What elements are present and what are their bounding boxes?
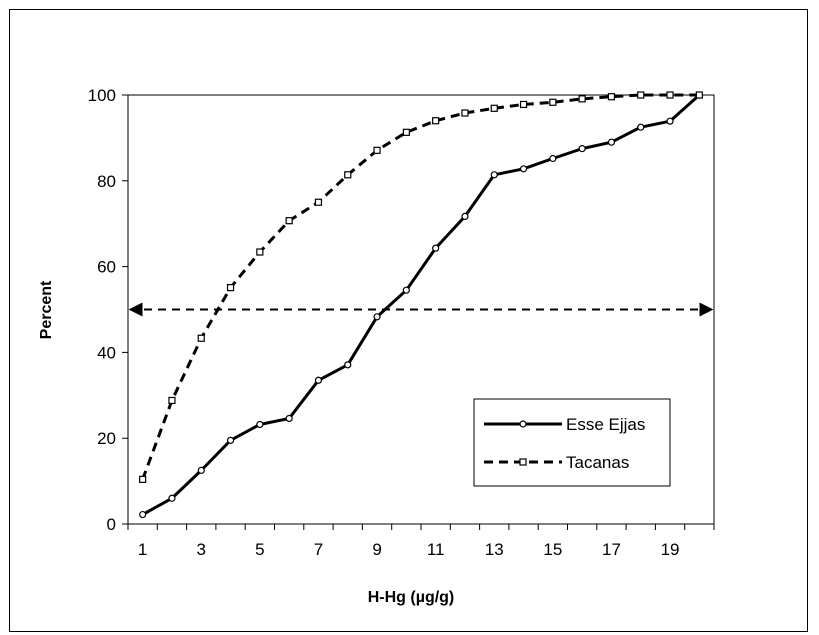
x-axis-label: H-Hg (µg/g) (368, 589, 455, 606)
x-tick-label: 15 (543, 540, 562, 559)
data-point-tacanas (285, 217, 293, 225)
y-tick-label: 0 (107, 515, 116, 534)
data-point-esse-ejjas (285, 414, 293, 423)
chart-frame (9, 9, 808, 632)
data-point-tacanas (226, 284, 235, 292)
data-point-esse-ejjas (256, 420, 264, 429)
data-point-tacanas (402, 128, 410, 136)
data-point-tacanas (432, 117, 440, 125)
x-tick-label: 17 (602, 540, 621, 559)
legend: Esse Ejjas Tacanas (473, 398, 671, 487)
data-point-esse-ejjas (549, 154, 557, 163)
data-point-tacanas (168, 396, 176, 405)
data-point-esse-ejjas (226, 436, 235, 444)
data-point-esse-ejjas (344, 361, 352, 369)
data-point-esse-ejjas (373, 313, 381, 321)
series-group (139, 91, 703, 519)
x-tick-label: 13 (485, 540, 504, 559)
data-point-tacanas (695, 91, 703, 99)
y-axis-label: Percent (38, 280, 55, 339)
x-tick-label: 9 (372, 540, 381, 559)
data-point-tacanas (197, 334, 205, 342)
data-point-esse-ejjas (314, 376, 323, 384)
data-point-esse-ejjas (490, 171, 498, 179)
y-tick-label: 20 (97, 429, 116, 448)
x-tick-label: 5 (255, 540, 264, 559)
legend-marker-esse-ejjas (519, 420, 527, 428)
data-point-esse-ejjas (519, 165, 528, 173)
data-point-esse-ejjas (139, 510, 147, 519)
series-line-esse-ejjas (141, 93, 701, 516)
data-point-esse-ejjas (432, 244, 440, 252)
series-line-tacanas (141, 93, 700, 480)
x-tick-label: 7 (314, 540, 323, 559)
data-point-tacanas (549, 98, 557, 106)
legend-label-esse-ejjas: Esse Ejjas (566, 415, 645, 434)
data-point-esse-ejjas (666, 117, 674, 125)
data-point-tacanas (637, 91, 645, 99)
data-point-tacanas (314, 198, 323, 206)
x-tick-label: 19 (661, 540, 680, 559)
data-point-tacanas (578, 95, 586, 103)
data-point-tacanas (373, 146, 381, 154)
x-tick-label: 3 (197, 540, 206, 559)
data-point-tacanas (490, 104, 498, 112)
axes (122, 94, 715, 530)
data-point-esse-ejjas (402, 286, 410, 294)
legend-label-tacanas: Tacanas (566, 453, 629, 472)
data-point-esse-ejjas (578, 145, 586, 153)
x-tick-label: 11 (427, 540, 445, 559)
y-tick-label: 60 (97, 258, 116, 277)
data-point-tacanas (666, 91, 674, 99)
data-point-tacanas (139, 475, 147, 483)
data-point-esse-ejjas (168, 494, 176, 502)
data-point-tacanas (607, 93, 616, 101)
y-tick-label: 100 (88, 86, 116, 105)
legend-marker-tacanas (519, 458, 527, 466)
data-point-tacanas (519, 100, 528, 109)
series-tacanas (139, 91, 703, 483)
y-tick-label: 40 (97, 343, 116, 362)
series-esse-ejjas (139, 91, 703, 519)
x-tick-label: 1 (138, 540, 147, 559)
data-point-tacanas (256, 248, 264, 256)
y-tick-label: 80 (97, 172, 116, 191)
data-point-esse-ejjas (637, 123, 645, 131)
data-point-tacanas (344, 171, 352, 179)
data-point-esse-ejjas (461, 212, 469, 221)
data-point-tacanas (461, 109, 469, 117)
data-point-esse-ejjas (197, 466, 205, 474)
legend-box (473, 398, 671, 487)
data-point-esse-ejjas (607, 138, 616, 146)
